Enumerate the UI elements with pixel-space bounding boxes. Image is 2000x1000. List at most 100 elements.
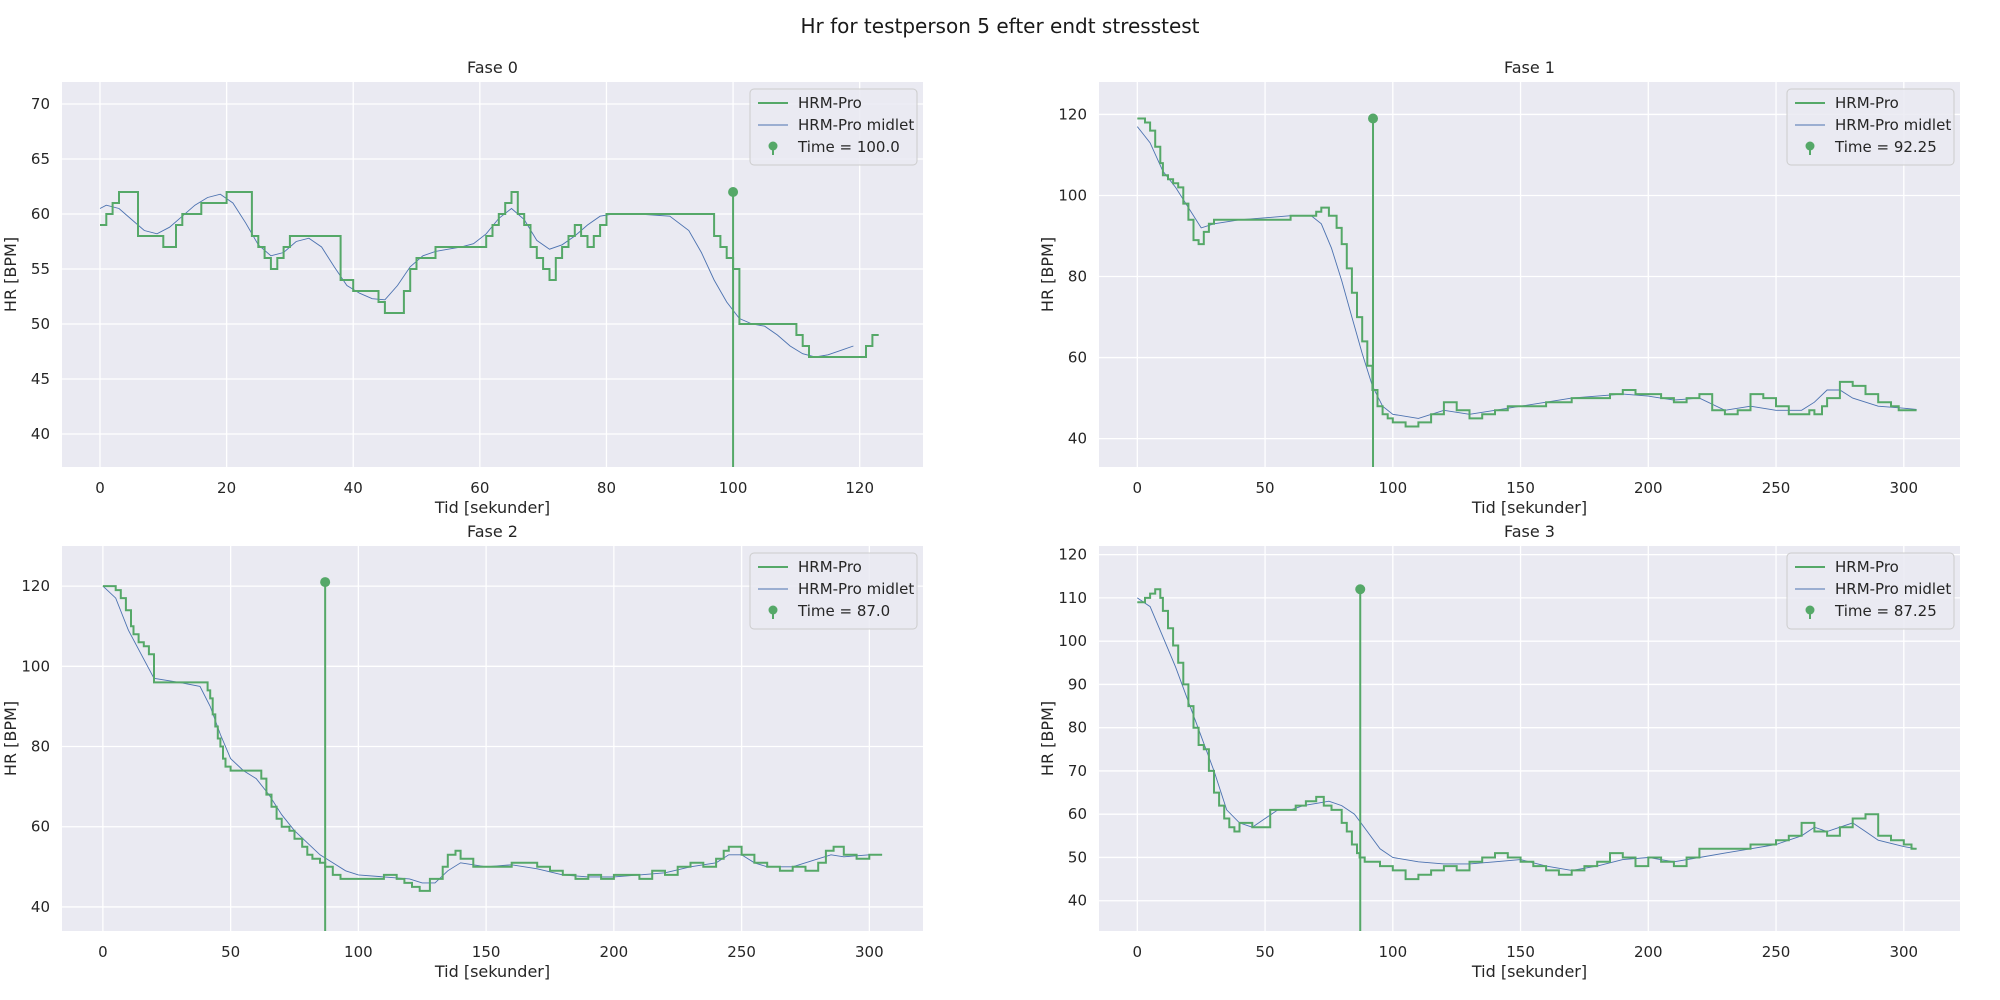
x-tick-label: 80: [597, 479, 616, 497]
x-tick-label: 50: [1256, 479, 1275, 497]
y-tick-label: 40: [1068, 892, 1087, 910]
legend-label: HRM-Pro midlet: [798, 116, 914, 134]
y-tick-label: 65: [31, 150, 50, 168]
legend: HRM-Pro HRM-Pro midlet Time = 92.25: [1786, 88, 1955, 166]
panel-0: 0 20 40 60 80 100 120 40 45 50 55 60 65 70 Fase 0 Tid […: [1, 58, 923, 517]
x-tick-label: 100: [719, 479, 748, 497]
y-tick-label: 70: [1068, 762, 1087, 780]
x-tick-label: 60: [470, 479, 489, 497]
y-tick-label: 80: [31, 738, 50, 756]
x-tick-label: 0: [1133, 943, 1143, 961]
legend-label: HRM-Pro midlet: [798, 580, 914, 598]
x-tick-label: 40: [344, 479, 363, 497]
x-axis-label: Tid [sekunder]: [434, 498, 550, 517]
y-tick-label: 45: [31, 370, 50, 388]
legend-label: Time = 87.25: [1834, 602, 1937, 620]
x-tick-label: 0: [95, 479, 105, 497]
series-line-hrm-pro-midlet: [1137, 597, 1917, 871]
marker-point: [1368, 113, 1379, 124]
y-tick-label: 60: [31, 818, 50, 836]
marker-point: [728, 187, 739, 197]
y-tick-label: 55: [31, 260, 50, 278]
legend-marker-point: [1805, 141, 1815, 151]
legend: HRM-Pro HRM-Pro midlet Time = 100.0: [749, 88, 918, 166]
panel-title: Fase 2: [467, 522, 518, 541]
legend-label: HRM-Pro midlet: [1835, 580, 1951, 598]
y-tick-label: 60: [1068, 805, 1087, 823]
series-line-hrm-pro: [1137, 588, 1917, 881]
legend-label: Time = 92.25: [1834, 138, 1937, 156]
y-tick-label: 120: [1058, 105, 1087, 123]
y-tick-label: 40: [31, 898, 50, 916]
y-tick-label: 90: [1068, 675, 1087, 693]
x-tick-label: 150: [472, 943, 501, 961]
x-tick-label: 50: [221, 943, 240, 961]
x-tick-label: 250: [727, 943, 756, 961]
x-tick-label: 200: [1634, 943, 1663, 961]
panel-title: Fase 1: [1504, 58, 1555, 77]
y-tick-label: 60: [1068, 349, 1087, 367]
y-tick-label: 120: [21, 577, 50, 595]
y-axis-label: HR [BPM]: [1, 237, 20, 312]
legend: HRM-Pro HRM-Pro midlet Time = 87.0: [749, 552, 918, 630]
x-tick-label: 0: [98, 943, 108, 961]
y-axis-label: HR [BPM]: [1, 701, 20, 776]
y-tick-label: 40: [1068, 430, 1087, 448]
legend-label: HRM-Pro: [798, 94, 862, 112]
legend-label: HRM-Pro midlet: [1835, 116, 1951, 134]
legend-marker-point: [1805, 605, 1815, 615]
legend-marker-point: [768, 141, 778, 151]
legend-label: Time = 100.0: [797, 138, 900, 156]
y-tick-label: 80: [1068, 719, 1087, 737]
panel-2: 0 50 100 150 200 250 300 40 60 80 100 120 Fase 2 Tid …: [1, 522, 923, 981]
legend-label: HRM-Pro: [798, 558, 862, 576]
x-tick-label: 100: [1378, 943, 1407, 961]
panel-title: Fase 3: [1504, 522, 1555, 541]
x-tick-label: 300: [1889, 943, 1918, 961]
x-tick-label: 100: [1378, 479, 1407, 497]
legend: HRM-Pro HRM-Pro midlet Time = 87.25: [1786, 552, 1955, 630]
x-tick-label: 300: [855, 943, 884, 961]
legend-label: Time = 87.0: [797, 602, 890, 620]
y-tick-label: 100: [21, 657, 50, 675]
x-tick-label: 50: [1256, 943, 1275, 961]
y-tick-label: 60: [31, 205, 50, 223]
y-tick-label: 50: [31, 315, 50, 333]
legend-label: HRM-Pro: [1835, 558, 1899, 576]
y-tick-label: 80: [1068, 268, 1087, 286]
x-tick-label: 100: [344, 943, 373, 961]
marker-point: [1355, 584, 1366, 595]
x-tick-label: 250: [1762, 479, 1791, 497]
panel-title: Fase 0: [467, 58, 518, 77]
y-tick-label: 50: [1068, 848, 1087, 866]
x-axis-label: Tid [sekunder]: [1471, 962, 1587, 981]
x-tick-label: 200: [1634, 479, 1663, 497]
panel-1: 0 50 100 150 200 250 300 40 60 80 100 120 Fase 1 Tid …: [1038, 58, 1960, 517]
y-axis-label: HR [BPM]: [1038, 701, 1057, 776]
series-line-hrm-pro: [102, 585, 883, 892]
legend-label: HRM-Pro: [1835, 94, 1899, 112]
x-tick-label: 150: [1506, 943, 1535, 961]
panel-3: 0 50 100 150 200 250 300 40 50 60 70 80 90 100 110 120 F…: [1038, 522, 1960, 981]
y-tick-label: 100: [1058, 632, 1087, 650]
x-tick-label: 150: [1506, 479, 1535, 497]
legend-marker-point: [768, 605, 778, 615]
figure-title: Hr for testperson 5 efter endt stresstes…: [800, 14, 1200, 38]
x-tick-label: 120: [845, 479, 874, 497]
y-tick-label: 70: [31, 95, 50, 113]
x-tick-label: 0: [1133, 479, 1143, 497]
y-tick-label: 120: [1058, 546, 1087, 564]
series-line-hrm-pro: [1137, 117, 1917, 428]
y-axis-label: HR [BPM]: [1038, 237, 1057, 312]
y-tick-label: 110: [1058, 589, 1087, 607]
x-tick-label: 200: [600, 943, 629, 961]
x-axis-label: Tid [sekunder]: [434, 962, 550, 981]
y-tick-label: 40: [31, 425, 50, 443]
x-tick-label: 300: [1889, 479, 1918, 497]
x-axis-label: Tid [sekunder]: [1471, 498, 1587, 517]
x-tick-label: 20: [217, 479, 236, 497]
x-tick-label: 250: [1762, 943, 1791, 961]
series-line-hrm-pro: [100, 191, 879, 358]
